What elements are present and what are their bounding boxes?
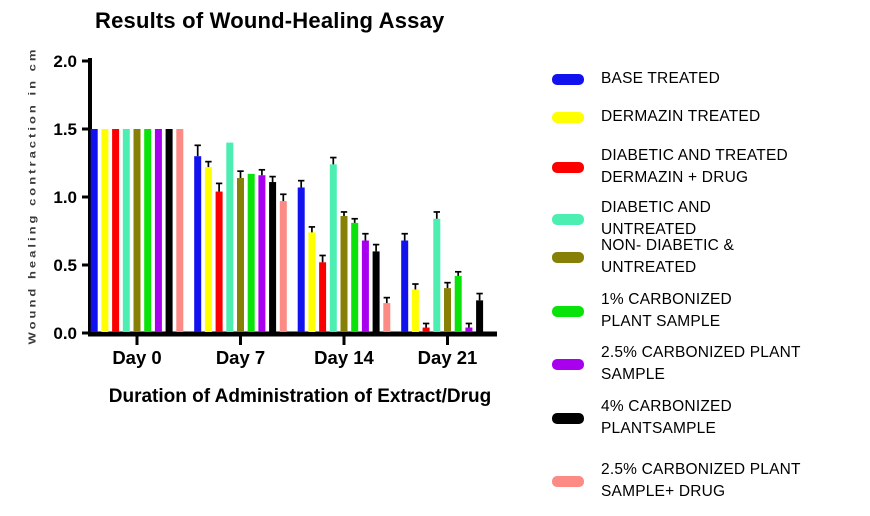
legend-swatch	[552, 73, 584, 85]
y-tick-label: 1.0	[53, 188, 77, 207]
legend-swatch	[552, 305, 584, 317]
x-axis-label: Duration of Administration of Extract/Dr…	[108, 386, 492, 407]
y-tick-label: 2.0	[53, 52, 77, 71]
legend-item: 1% CARBONIZED PLANT SAMPLE	[552, 289, 732, 333]
legend-item: DIABETIC AND UNTREATED	[552, 197, 711, 241]
bar	[215, 191, 223, 332]
y-tick-label: 0.0	[53, 324, 77, 343]
bar	[401, 240, 409, 332]
bar	[319, 262, 327, 332]
bar	[329, 164, 337, 332]
legend-swatch	[552, 475, 584, 487]
legend-swatch	[552, 412, 584, 424]
bar	[269, 182, 277, 332]
bar	[112, 129, 120, 332]
bar	[258, 175, 266, 332]
bar	[122, 129, 130, 332]
bar	[372, 251, 380, 332]
bar	[204, 167, 212, 332]
legend-item: NON- DIABETIC & UNTREATED	[552, 235, 734, 279]
bar	[308, 232, 316, 332]
legend-label: 2.5% CARBONIZED PLANT SAMPLE+ DRUG	[601, 461, 801, 500]
legend-swatch	[552, 251, 584, 263]
bar	[133, 129, 141, 332]
legend-label: 1% CARBONIZED PLANT SAMPLE	[601, 291, 732, 330]
x-tick-label: Day 21	[418, 347, 478, 368]
bar	[226, 142, 234, 332]
y-tick-label: 1.5	[53, 120, 77, 139]
bar	[165, 129, 173, 332]
legend-label: DERMAZIN TREATED	[601, 108, 761, 125]
bar	[279, 201, 287, 332]
bar	[194, 156, 202, 332]
bar	[411, 289, 419, 332]
legend-swatch	[552, 358, 584, 370]
legend-swatch	[552, 161, 584, 173]
bar	[433, 218, 441, 332]
legend-label: BASE TREATED	[601, 70, 720, 87]
bar	[361, 240, 369, 332]
legend-label: 2.5% CARBONIZED PLANT SAMPLE	[601, 344, 801, 383]
bar	[444, 288, 451, 332]
bar	[154, 129, 162, 332]
x-tick-label: Day 14	[314, 347, 374, 368]
bar	[101, 129, 109, 332]
legend-label: DIABETIC AND TREATED DERMAZIN + DRUG	[601, 147, 788, 186]
chart-legend: BASE TREATED DERMAZIN TREATED DIABETIC AND…	[552, 0, 870, 516]
bar	[297, 187, 305, 332]
bar	[144, 129, 152, 332]
legend-item: 2.5% CARBONIZED PLANT SAMPLE	[552, 342, 801, 386]
legend-swatch	[552, 111, 584, 123]
bar	[340, 216, 348, 332]
bar	[176, 129, 184, 332]
bar	[351, 222, 359, 332]
chart-title: Results of Wound-Healing Assay	[95, 8, 445, 33]
legend-label: 4% CARBONIZED PLANTSAMPLE	[601, 398, 732, 437]
legend-item: 4% CARBONIZED PLANTSAMPLE	[552, 396, 732, 440]
x-tick-label: Day 0	[112, 347, 161, 368]
bar	[465, 327, 473, 332]
legend-item: BASE TREATED	[552, 68, 720, 90]
bar	[90, 129, 98, 332]
legend-item: DIABETIC AND TREATED DERMAZIN + DRUG	[552, 145, 788, 189]
bar	[422, 327, 430, 332]
y-tick-label: 0.5	[53, 256, 77, 275]
x-tick-label: Day 7	[216, 347, 265, 368]
bar	[476, 300, 484, 332]
legend-label: NON- DIABETIC & UNTREATED	[601, 237, 735, 276]
bar	[383, 303, 391, 332]
bar	[247, 173, 255, 332]
bar	[237, 177, 244, 332]
legend-item: DERMAZIN TREATED	[552, 106, 760, 128]
legend-label: DIABETIC AND UNTREATED	[601, 199, 712, 238]
bar	[454, 275, 462, 332]
bar-chart-plot: 0.0 0.5 1.0 1.5 2.0 Day 0 Day 7 Day 14 Day 21	[53, 52, 497, 368]
legend-swatch	[552, 213, 584, 225]
legend-item: 2.5% CARBONIZED PLANT SAMPLE+ DRUG	[552, 459, 801, 503]
